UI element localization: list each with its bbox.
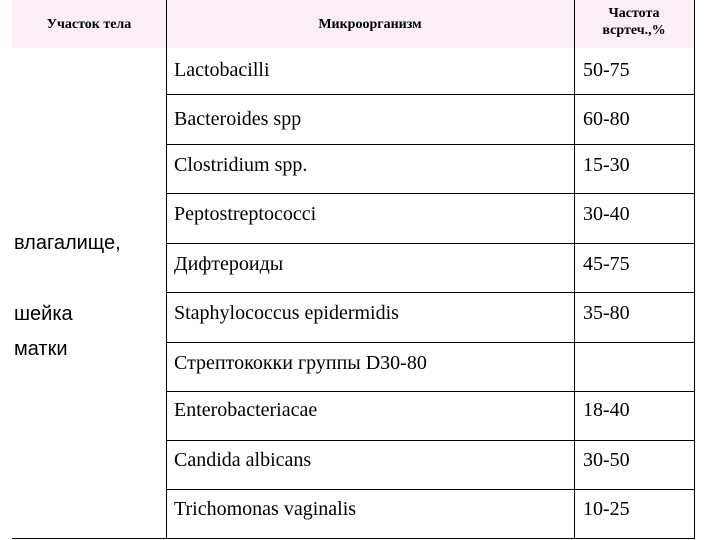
frequency-cell: 60-80 [583, 108, 630, 130]
frequency-cell: 30-50 [583, 449, 630, 471]
frequency-cell: 35-80 [583, 302, 630, 324]
organism-cell: Enterobacteriacae [174, 399, 318, 421]
frequency-cell: 10-25 [583, 498, 630, 520]
organism-cell: Peptostreptococci [174, 203, 317, 225]
frequency-cell: 45-75 [583, 253, 630, 275]
organism-cell: Trichomonas vaginalis [174, 498, 357, 520]
table-header [12, 0, 694, 48]
site-label-line2: шейка [14, 303, 73, 325]
organism-cell: Clostridium spp. [174, 154, 308, 176]
organism-cell: Staphylococcus epidermidis [174, 302, 399, 324]
organism-cell: Candida albicans [174, 449, 312, 471]
header-microorganism: Микроорганизм [318, 17, 422, 32]
organism-cell: Дифтероиды [174, 253, 284, 275]
site-label-line1: влагалище, [14, 232, 121, 254]
frequency-cell: 15-30 [583, 154, 630, 176]
organism-cell: Lactobacilli [174, 59, 270, 81]
frequency-cell: 30-40 [583, 203, 630, 225]
organism-cell: Стрептококки группы D30-80 [174, 352, 427, 374]
header-frequency-line2: всртеч.,% [602, 23, 666, 38]
frequency-cell: 18-40 [583, 399, 630, 421]
frequency-cell: 50-75 [583, 59, 630, 81]
header-frequency-line1: Частота [608, 6, 660, 21]
header-frequency: Частота всртеч.,% [574, 5, 694, 39]
site-label-line3: матки [14, 338, 68, 360]
organism-cell: Bacteroides spp [174, 108, 302, 130]
header-site: Участок тела [46, 17, 132, 32]
